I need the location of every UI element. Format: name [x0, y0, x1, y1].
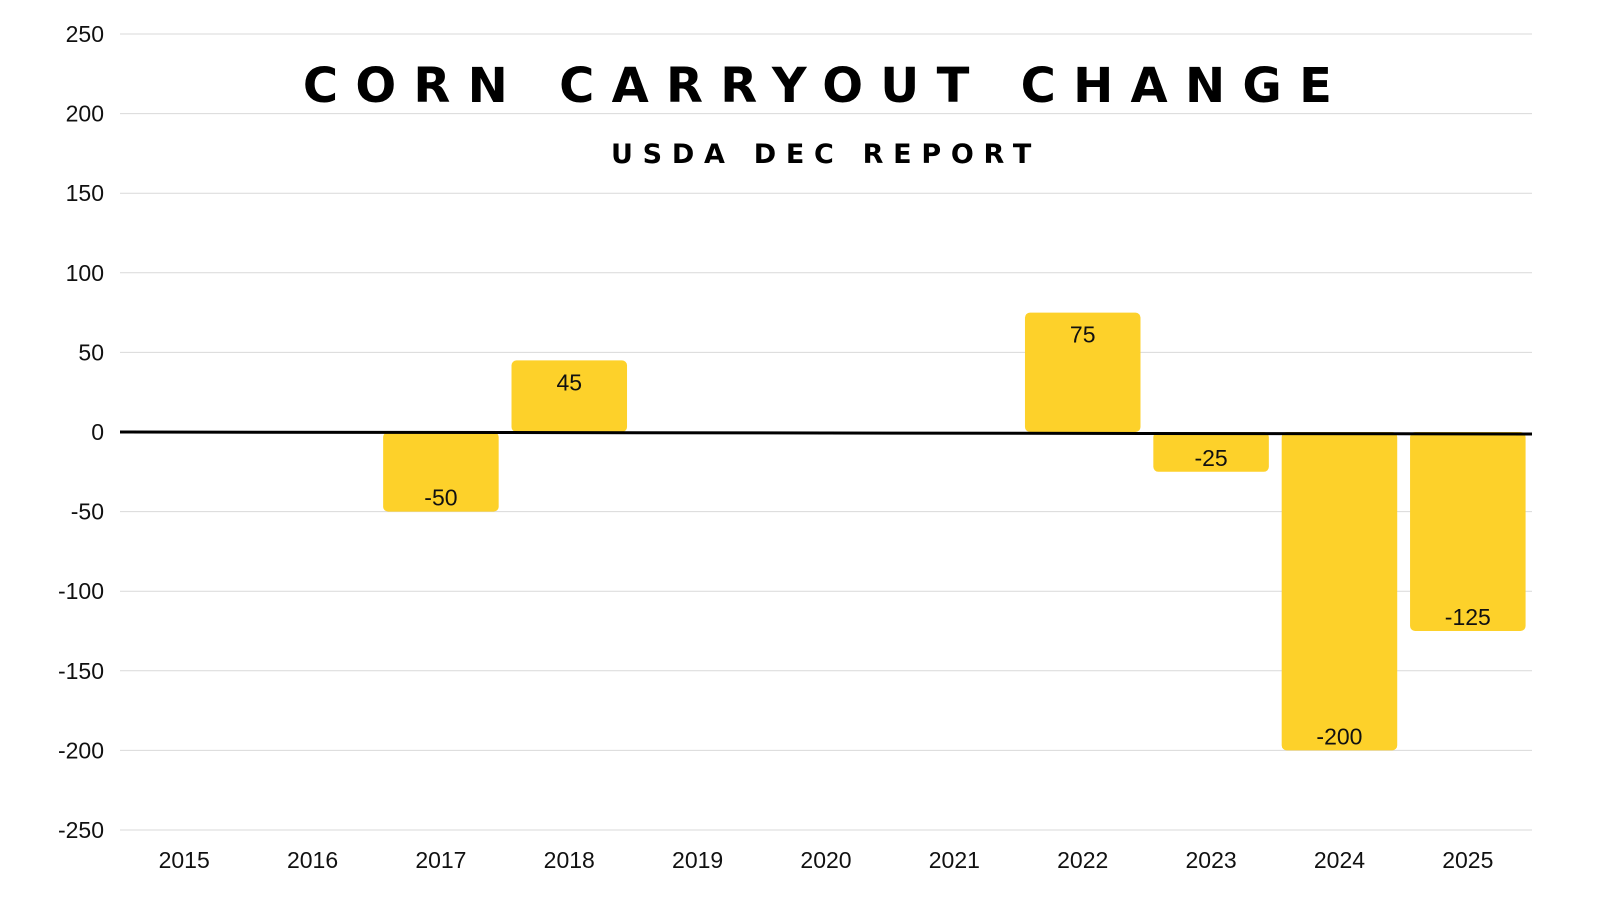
x-tick-label-2016: 2016	[287, 847, 338, 873]
bar-2018	[511, 360, 628, 432]
y-tick-label: -200	[58, 737, 104, 763]
x-tick-label-2021: 2021	[929, 847, 980, 873]
x-tick-label-2024: 2024	[1314, 847, 1365, 873]
y-tick-label: 150	[66, 180, 104, 206]
data-label-2024: -200	[1316, 723, 1362, 749]
data-label-2022: 75	[1070, 322, 1096, 348]
zero-baseline	[119, 430, 1533, 436]
data-label-2017: -50	[424, 485, 457, 511]
data-label-2023: -25	[1194, 445, 1227, 471]
x-tick-label-2018: 2018	[544, 847, 595, 873]
chart-title: CORN CARRYOUT CHANGE	[303, 58, 1349, 114]
data-label-2025: -125	[1445, 604, 1491, 630]
y-tick-label: 250	[66, 21, 104, 47]
x-tick-label-2019: 2019	[672, 847, 723, 873]
bar-2024	[1281, 432, 1398, 751]
x-axis-ticks: 2015 2016 2017 2018 2019 2020 2021 2022 2023 2024…	[159, 847, 1494, 873]
y-tick-label: 200	[66, 101, 104, 127]
x-tick-label-2025: 2025	[1442, 847, 1493, 873]
bar-2022	[1024, 312, 1141, 432]
y-tick-label: 0	[91, 419, 104, 445]
x-tick-label-2015: 2015	[159, 847, 210, 873]
bars	[383, 312, 1526, 751]
data-label-2018: 45	[556, 369, 582, 395]
x-tick-label-2017: 2017	[415, 847, 466, 873]
y-tick-label: 100	[66, 260, 104, 286]
x-tick-label-2023: 2023	[1186, 847, 1237, 873]
grid-lines	[120, 33, 1532, 831]
bar-2017	[383, 432, 499, 512]
x-tick-label-2022: 2022	[1057, 847, 1108, 873]
chart-subtitle: USDA DEC REPORT	[611, 139, 1041, 170]
x-tick-label-2020: 2020	[800, 847, 851, 873]
y-tick-label: -100	[58, 578, 104, 604]
bar-2023	[1153, 432, 1269, 472]
y-axis-ticks: 250 200 150 100 50 0 -50 -100 -150 -200 -250	[58, 21, 104, 843]
y-tick-label: -250	[58, 817, 104, 843]
y-tick-label: 50	[78, 339, 104, 365]
data-labels: -50 45 75 -25 -200 -125	[424, 322, 1491, 750]
y-tick-label: -50	[71, 499, 104, 525]
y-tick-label: -150	[58, 658, 104, 684]
bar-2025	[1410, 432, 1526, 631]
